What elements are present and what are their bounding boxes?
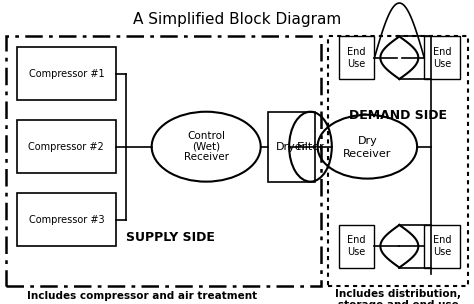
Bar — [17, 193, 116, 246]
Bar — [328, 36, 468, 286]
Bar — [339, 225, 374, 268]
Bar — [17, 120, 116, 173]
Text: End
Use: End Use — [433, 235, 451, 257]
Text: Includes compressor and air treatment: Includes compressor and air treatment — [27, 292, 257, 301]
Text: End
Use: End Use — [347, 235, 366, 257]
Bar — [17, 47, 116, 100]
Text: Dry: Dry — [357, 136, 377, 146]
Bar — [268, 112, 315, 182]
Text: Dryer: Dryer — [276, 142, 307, 152]
Bar — [339, 36, 374, 79]
Text: Includes distribution,
storage and end use: Includes distribution, storage and end u… — [335, 288, 461, 304]
Bar — [6, 36, 321, 286]
Text: Compressor #1: Compressor #1 — [28, 69, 104, 79]
Text: A Simplified Block Diagram: A Simplified Block Diagram — [133, 12, 341, 27]
Bar — [424, 36, 460, 79]
Bar — [424, 225, 460, 268]
Text: Filter: Filter — [297, 142, 324, 152]
Text: End
Use: End Use — [347, 47, 366, 69]
Text: End
Use: End Use — [433, 47, 451, 69]
Text: SUPPLY SIDE: SUPPLY SIDE — [126, 231, 215, 244]
Text: Control: Control — [187, 131, 225, 141]
Text: Receiver: Receiver — [184, 152, 228, 162]
Text: DEMAND SIDE: DEMAND SIDE — [349, 109, 447, 122]
Text: Compressor #3: Compressor #3 — [28, 215, 104, 225]
Text: Receiver: Receiver — [343, 149, 392, 159]
Text: Compressor #2: Compressor #2 — [28, 142, 104, 152]
Text: (Wet): (Wet) — [192, 141, 220, 151]
